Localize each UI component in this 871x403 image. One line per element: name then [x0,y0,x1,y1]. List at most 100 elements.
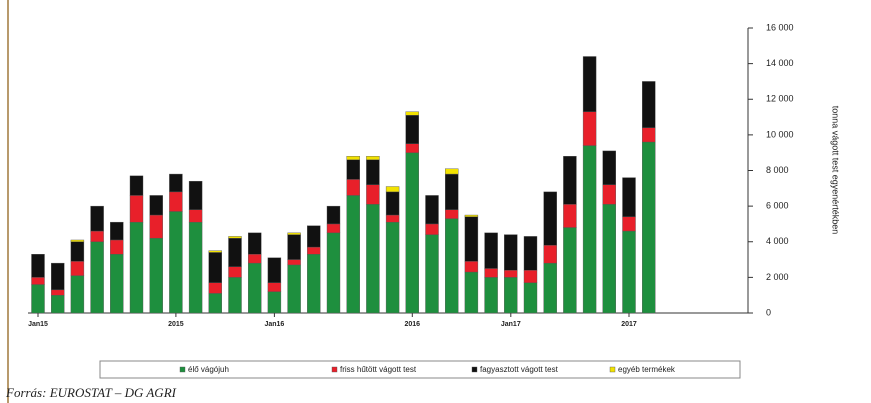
bar-segment [70,241,85,262]
bar-segment [307,246,321,255]
bar-segment [642,141,656,314]
bar-segment [287,264,301,314]
bar-segment [484,268,498,278]
bar-segment [582,56,597,112]
bar-segment [563,156,577,205]
bar-segment [543,262,557,314]
bar-segment [385,186,400,193]
bar-segment [169,173,183,193]
bar-segment [129,175,144,196]
bar-segment [346,159,360,180]
y-tick-label: 0 [766,307,771,317]
bar-segment [208,293,223,314]
bar-segment [346,156,360,161]
bar-segment [366,204,380,314]
y-tick-label: 12 000 [766,94,794,104]
bar-segment [169,211,183,314]
bar-segment [326,232,341,314]
bar-segment [425,234,439,314]
bar-segment [504,277,518,314]
bar-segment [90,205,104,232]
x-tick-label: 2017 [621,321,637,328]
bar-segment [31,284,45,314]
bar-segment [31,277,45,285]
bar-segment [228,237,242,267]
bar-segment [543,245,557,264]
x-tick-label: Jan17 [501,321,521,328]
bar-segment [405,115,419,144]
bar-segment [267,257,282,283]
bar-segment [464,216,479,262]
legend-swatch [471,366,478,373]
bar-segment [228,277,242,314]
x-tick-label: 2015 [168,321,184,328]
bar-segment [287,259,301,266]
bar-segment [504,270,518,278]
bar-segment [504,234,518,271]
bar-segment [445,218,459,314]
x-tick-label: 2016 [405,321,421,328]
y-tick-label: 8 000 [766,165,789,175]
bar-segment [385,191,400,216]
bar-segment [464,214,479,218]
bar-segment [405,111,419,116]
y-tick-label: 6 000 [766,201,789,211]
y-tick-label: 14 000 [766,58,794,68]
bar-segment [425,223,439,235]
bar-segment [366,159,380,185]
bar-segment [346,195,360,314]
bar-segment [622,230,636,314]
bar-segment [247,232,262,255]
bar-segment [110,221,124,241]
bar-segment [129,195,144,223]
bar-segment [70,261,85,276]
bar-segment [149,195,163,216]
bar-segment [602,184,616,205]
legend-swatch [179,366,186,373]
bar-segment [70,275,85,314]
y-tick-label: 16 000 [766,22,794,32]
bar-segment [307,225,321,248]
y-tick-label: 2 000 [766,272,789,282]
bar-segment [385,214,400,223]
x-tick-label: Jan15 [28,321,48,328]
bar-segment [287,232,301,235]
bar-segment [405,152,419,314]
bar-segment [51,289,65,296]
bar-segment [523,282,538,314]
bar-segment [287,234,301,260]
bar-segment [543,191,557,246]
bar-segment [582,111,597,146]
bar-segment [464,271,479,314]
bar-segment [307,254,321,314]
bar-segment [425,195,439,225]
bar-segment [622,177,636,218]
bar-segment [346,179,360,196]
bar-segment [385,221,400,314]
legend-box [99,360,741,379]
y-axis-title: tonna vágott test egyenértékben [831,106,841,235]
bar-segment [563,204,577,228]
bar-segment [228,236,242,239]
bar-segment [366,184,380,205]
bar-segment [90,230,104,242]
bar-segment [523,236,538,271]
bar-segment [267,282,282,292]
bar-segment [582,145,597,314]
bar-segment [70,239,85,242]
x-tick-label: Jan16 [264,321,284,328]
bar-segment [110,254,124,314]
bar-segment [445,173,459,210]
bar-segment [31,254,45,278]
bar-segment [247,254,262,264]
bar-segment [523,270,538,283]
bar-segment [405,143,419,153]
legend-label: friss hűtött vágott test [340,365,417,374]
bar-segment [642,81,656,128]
source: Forrás: EUROSTAT – DG AGRI [5,385,177,400]
bar-segment [169,191,183,212]
bar-segment [602,204,616,314]
bar-segment [464,261,479,273]
bar-segment [484,232,498,269]
